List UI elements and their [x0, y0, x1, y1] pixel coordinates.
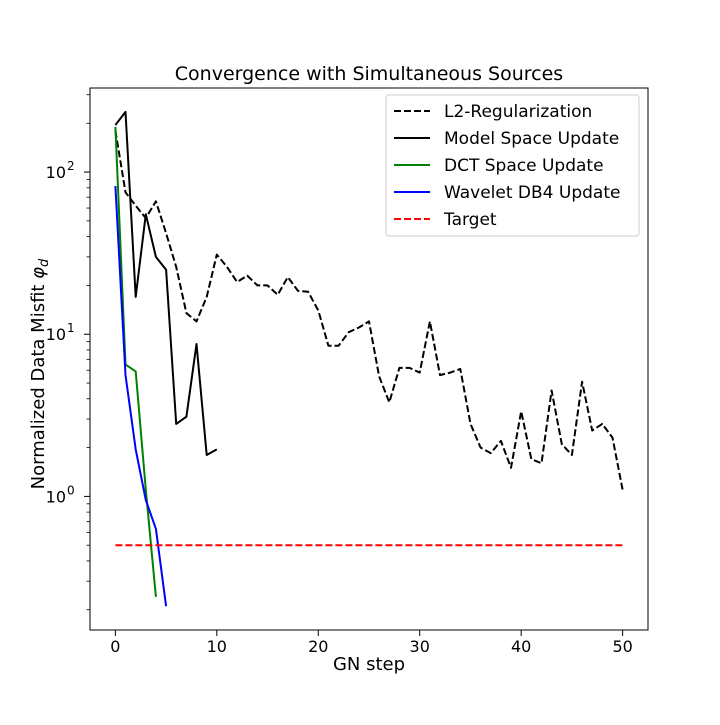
y-axis-label-subscript: d: [37, 258, 52, 267]
x-axis-label: GN step: [333, 654, 405, 675]
x-tick-label: 10: [207, 637, 227, 656]
series-line-3: [114, 126, 157, 597]
legend: L2-Regularization Model Space Update DCT S…: [385, 94, 640, 237]
x-tick-label: 20: [308, 637, 328, 656]
y-axis-label-symbol: φ: [28, 267, 49, 279]
x-tick-label: 30: [410, 637, 430, 656]
x-tick-label: 0: [110, 637, 120, 656]
series-line-4: [114, 186, 168, 607]
y-tick-label-exponent: 1: [67, 321, 75, 335]
y-tick-label-exponent: 0: [67, 483, 75, 497]
x-tick-label: 50: [612, 637, 632, 656]
y-tick-label: 10: [46, 325, 66, 344]
x-tick-label: 40: [511, 637, 531, 656]
y-tick-label: 10: [46, 487, 66, 506]
legend-label-5: Target: [443, 210, 497, 230]
y-axis-label: Normalized Data Misfit φd: [28, 258, 52, 489]
legend-label-2: Model Space Update: [444, 129, 619, 149]
series-line-1: [114, 130, 624, 490]
series-line-2: [114, 110, 218, 456]
chart-title: Convergence with Simultaneous Sources: [175, 63, 563, 85]
legend-box: [385, 94, 640, 237]
y-tick-label-exponent: 2: [67, 159, 75, 173]
y-tick-label: 10: [46, 163, 66, 182]
legend-label-4: Wavelet DB4 Update: [444, 183, 620, 203]
legend-label-1: L2-Regularization: [444, 102, 592, 122]
y-axis-label-text: Normalized Data Misfit: [28, 279, 49, 490]
legend-label-3: DCT Space Update: [444, 156, 604, 176]
